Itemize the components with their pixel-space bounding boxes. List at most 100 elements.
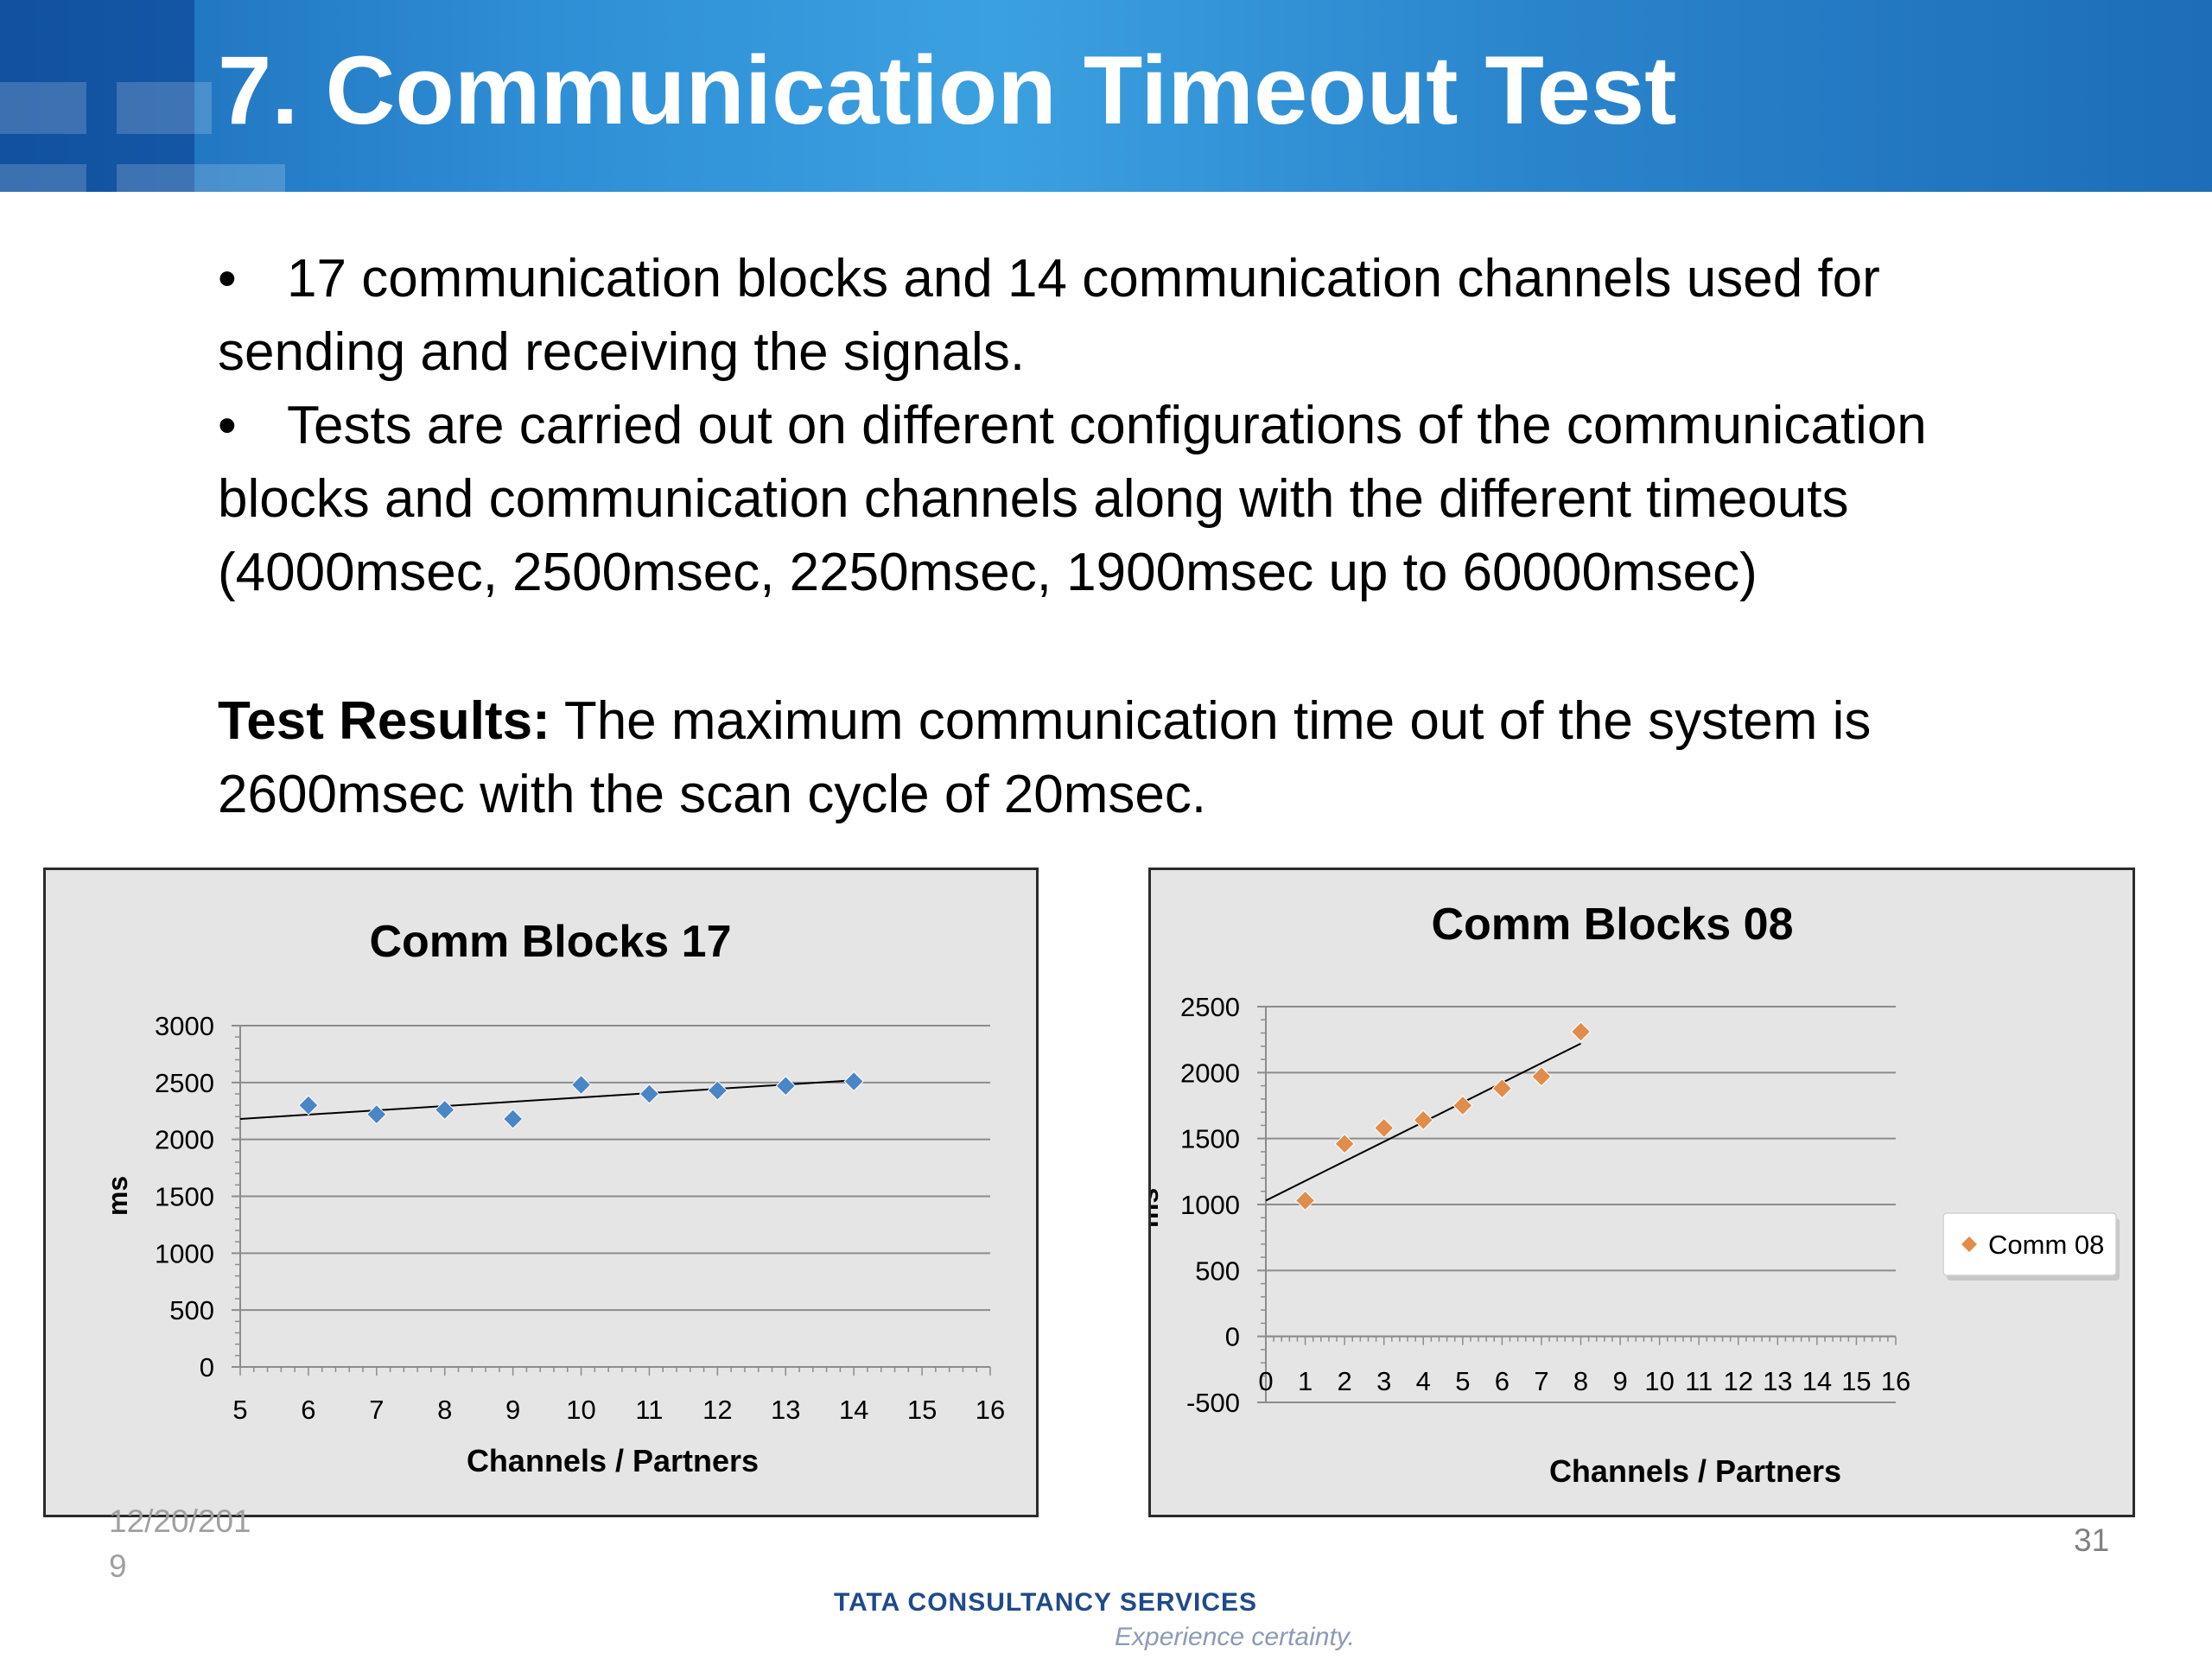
legend-entry: Comm 08 xyxy=(1988,1230,2104,1260)
footer-date-line: 9 xyxy=(109,1548,127,1584)
y-tick-label: 500 xyxy=(1195,1255,1240,1286)
x-tick-label: 15 xyxy=(907,1395,937,1425)
bullet-text-continued: sending and receiving the signals. xyxy=(218,322,1026,382)
data-point xyxy=(775,1076,796,1096)
y-tick-label: 500 xyxy=(169,1295,214,1325)
data-point xyxy=(1570,1021,1592,1042)
x-tick-label: 5 xyxy=(232,1395,247,1425)
x-tick-label: 0 xyxy=(1258,1366,1273,1396)
x-tick-label: 5 xyxy=(1455,1366,1470,1396)
title-banner: 7. Communication Timeout Test xyxy=(0,0,2212,192)
y-tick-label: 1000 xyxy=(155,1238,214,1268)
x-tick-label: 11 xyxy=(635,1395,663,1425)
x-tick-label: 9 xyxy=(1612,1366,1627,1396)
y-tick-label: 1000 xyxy=(1180,1190,1240,1220)
trendline xyxy=(239,1079,855,1120)
y-axis-title: ms xyxy=(102,1176,133,1216)
x-tick-label: 2 xyxy=(1338,1366,1352,1396)
x-tick-label: 14 xyxy=(1802,1366,1832,1396)
page-title: 7. Communication Timeout Test xyxy=(218,36,1677,144)
data-point xyxy=(1334,1134,1355,1154)
x-tick-label: 6 xyxy=(301,1395,315,1425)
data-point xyxy=(298,1095,319,1116)
data-point xyxy=(1452,1095,1473,1116)
banner-decoration xyxy=(0,164,86,192)
test-results-text: The maximum communication time out of th… xyxy=(550,691,1872,751)
x-tick-label: 14 xyxy=(839,1395,868,1425)
y-tick-label: 1500 xyxy=(1180,1124,1240,1154)
data-point xyxy=(570,1074,592,1096)
bullet-text-continued: blocks and communication channels along … xyxy=(218,469,1849,529)
footer-date-line: 12/20/201 xyxy=(109,1503,251,1539)
bullet-item: • Tests are carried out on different conf… xyxy=(218,389,2101,462)
y-tick-label: 2000 xyxy=(155,1125,214,1155)
x-tick-label: 1 xyxy=(1298,1366,1313,1396)
bullet-dot: • xyxy=(218,249,237,308)
y-tick-label: 3000 xyxy=(155,1011,214,1041)
data-point xyxy=(435,1099,455,1121)
footer-date: 12/20/201 9 xyxy=(109,1499,251,1589)
test-results-line: Test Results: The maximum communication … xyxy=(218,684,2101,758)
test-results-label: Test Results: xyxy=(218,691,550,751)
data-point xyxy=(639,1084,660,1104)
y-tick-label: 2500 xyxy=(1180,992,1240,1022)
data-point xyxy=(843,1071,864,1092)
data-point xyxy=(366,1103,387,1125)
page-number: 31 xyxy=(2074,1522,2110,1558)
x-tick-label: 3 xyxy=(1376,1366,1391,1396)
x-tick-label: 12 xyxy=(1724,1366,1753,1396)
x-tick-label: 4 xyxy=(1416,1366,1431,1396)
x-tick-label: 13 xyxy=(771,1395,800,1425)
x-tick-label: 16 xyxy=(976,1395,1005,1425)
banner-decoration xyxy=(0,82,86,134)
x-tick-label: 7 xyxy=(1534,1366,1548,1396)
bullet-text-continued: (4000msec, 2500msec, 2250msec, 1900msec … xyxy=(218,543,1758,602)
bullet-dot: • xyxy=(218,396,237,455)
y-tick-label: 1500 xyxy=(155,1182,214,1212)
chart-title: Comm Blocks 08 xyxy=(1431,899,1793,950)
x-tick-label: 15 xyxy=(1841,1366,1871,1396)
x-tick-label: 10 xyxy=(1644,1366,1674,1396)
y-tick-label: 2000 xyxy=(1180,1058,1240,1088)
banner-decoration xyxy=(0,0,194,192)
chart-comm-blocks-08: Comm Blocks 08 -500 0 500 1000 1500 2000 2500 0 1… xyxy=(1133,868,2135,1517)
x-tick-label: 10 xyxy=(566,1395,595,1425)
banner-decoration xyxy=(117,82,212,134)
bullet-item: • 17 communication blocks and 14 communic… xyxy=(218,242,2101,315)
x-axis-title: Channels / Partners xyxy=(1549,1453,1841,1489)
x-tick-label: 6 xyxy=(1495,1366,1510,1396)
data-point xyxy=(1413,1109,1433,1131)
y-tick-label: 0 xyxy=(1225,1322,1240,1352)
x-tick-label: 12 xyxy=(702,1395,732,1425)
y-tick-label: 0 xyxy=(200,1352,214,1382)
data-point xyxy=(1373,1117,1395,1139)
x-tick-label: 8 xyxy=(1573,1366,1588,1396)
y-axis-title: ms xyxy=(1151,1188,1164,1228)
chart-title: Comm Blocks 17 xyxy=(369,917,731,967)
bullet-text: 17 communication blocks and 14 communica… xyxy=(287,249,1880,308)
data-point xyxy=(1491,1077,1513,1099)
chart-comm-blocks-17: Comm Blocks 17 0 500 1000 1500 2000 2500 3000 5 6… xyxy=(43,868,1039,1517)
x-tick-label: 9 xyxy=(505,1395,520,1425)
test-results-text-continued: 2600msec with the scan cycle of 20msec. xyxy=(218,765,1207,824)
y-tick-label: 2500 xyxy=(155,1068,214,1098)
x-tick-label: 16 xyxy=(1881,1366,1910,1396)
x-axis-title: Channels / Partners xyxy=(467,1443,759,1478)
chart-comm-blocks-17-svg: Comm Blocks 17 0 500 1000 1500 2000 2500 3000 5 6… xyxy=(102,917,1005,1478)
banner-decoration xyxy=(117,164,285,192)
legend-box xyxy=(1942,1212,2117,1276)
x-tick-label: 11 xyxy=(1685,1366,1713,1396)
data-point xyxy=(1531,1066,1552,1087)
company-tagline: Experience certainty. xyxy=(1115,1623,1355,1651)
data-point xyxy=(707,1080,728,1101)
x-tick-label: 7 xyxy=(369,1395,384,1425)
x-tick-label: 13 xyxy=(1763,1366,1792,1396)
bullet-text: Tests are carried out on different confi… xyxy=(287,396,1927,455)
y-tick-label: -500 xyxy=(1186,1388,1240,1418)
test-results: Test Results: The maximum communication … xyxy=(218,684,2101,831)
company-logo: TATA CONSULTANCY SERVICES xyxy=(834,1588,1258,1617)
data-point xyxy=(1294,1190,1316,1211)
legend-marker xyxy=(1961,1236,1977,1252)
data-point xyxy=(502,1109,524,1129)
